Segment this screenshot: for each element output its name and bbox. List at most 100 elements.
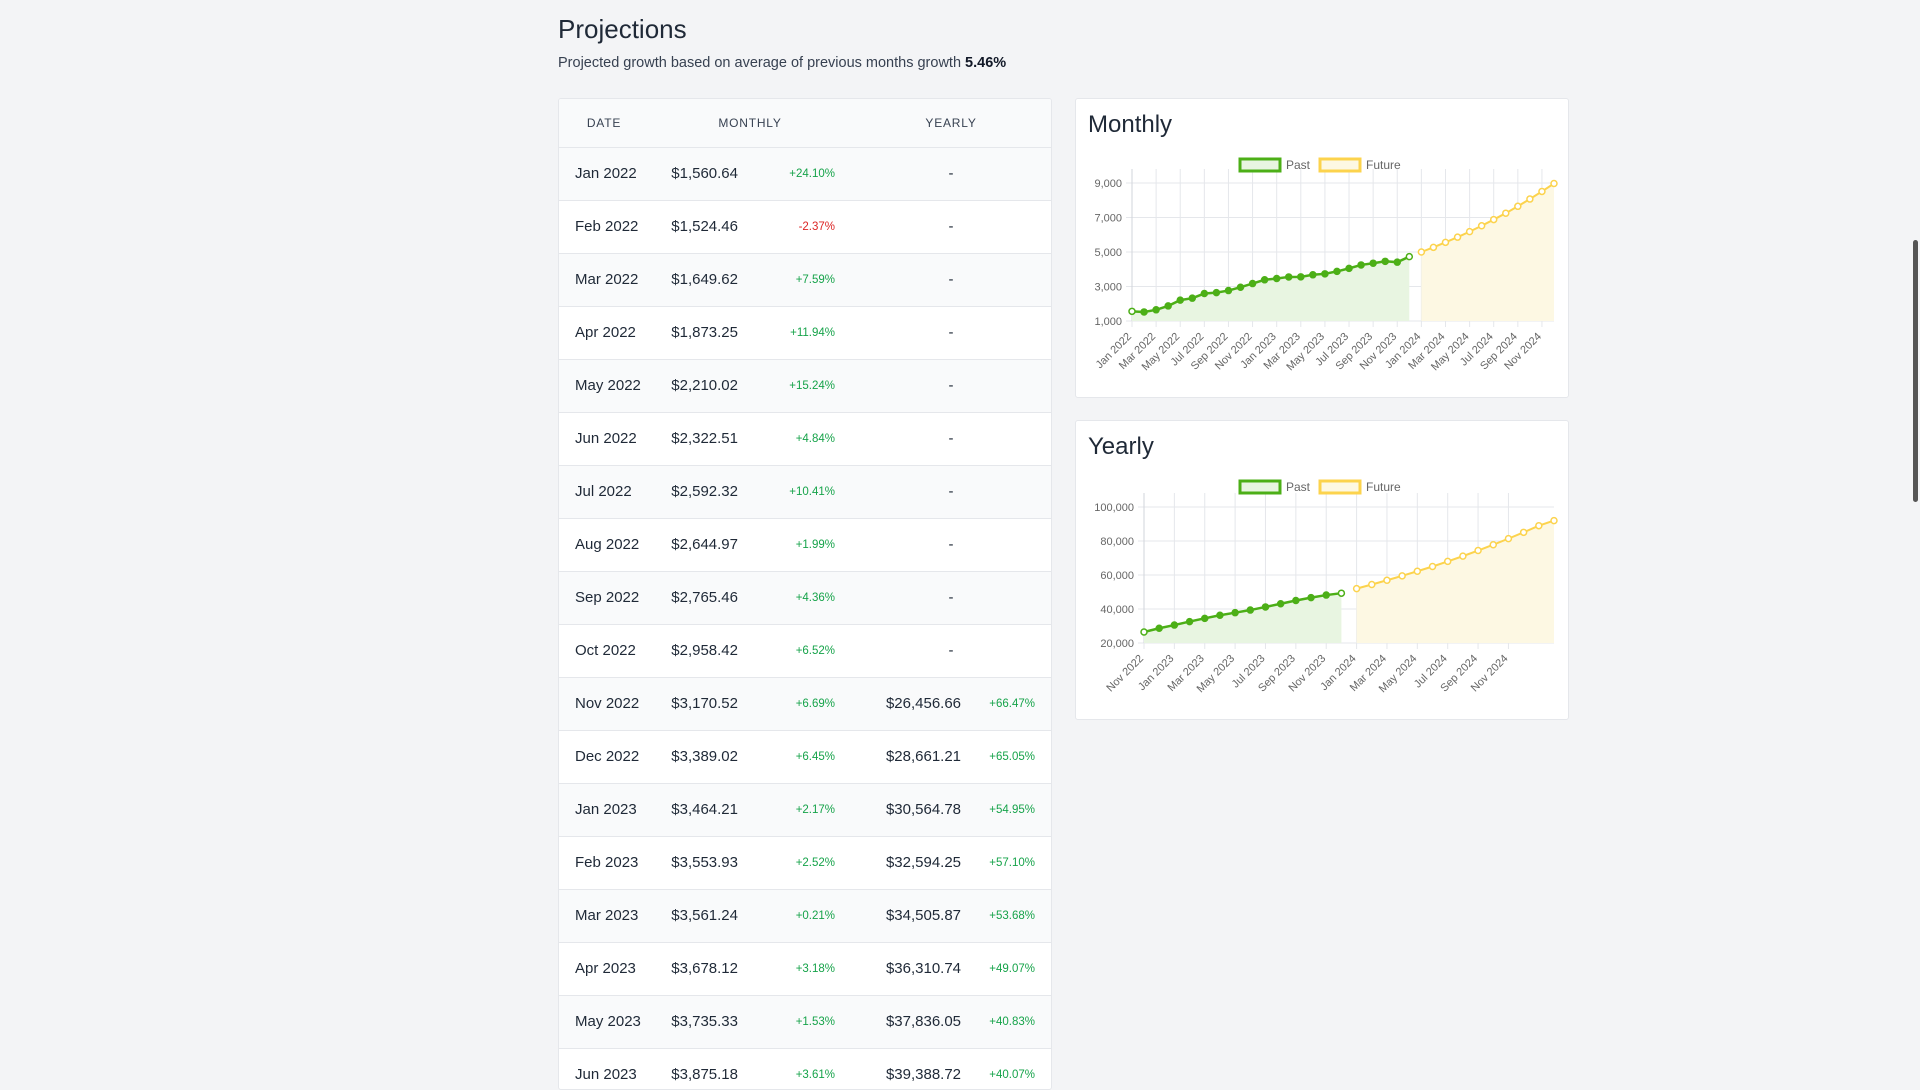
page-subtitle: Projected growth based on average of pre… [558, 55, 1006, 71]
row-yearly-amount: - [948, 642, 954, 659]
table-row: Jun 2022 $2,322.51 +4.84% - [559, 412, 1051, 465]
row-yearly-amount: - [948, 377, 954, 394]
y-tick-label: 3,000 [1094, 282, 1122, 294]
data-point [1272, 274, 1281, 283]
data-point [1309, 271, 1317, 279]
row-monthly-amount: $3,561.24 [671, 907, 738, 924]
data-point [1260, 276, 1269, 284]
series-area-future [1421, 183, 1554, 321]
row-monthly-amount: $2,322.51 [671, 430, 738, 447]
row-date: Sep 2022 [575, 589, 640, 606]
row-monthly-amount: $2,644.97 [671, 536, 738, 553]
data-point [1441, 238, 1450, 247]
legend-label: Past [1286, 158, 1311, 172]
data-point [1526, 195, 1534, 203]
data-point [1333, 267, 1341, 276]
row-monthly-change: +3.61% [795, 1068, 836, 1081]
legend-swatch-past [1238, 479, 1282, 495]
row-yearly-change: +54.95% [989, 803, 1036, 816]
page-scrollbar[interactable] [1908, 0, 1920, 1077]
data-point [1443, 557, 1452, 566]
row-yearly-change: +40.83% [989, 1015, 1036, 1028]
row-date: Nov 2022 [575, 695, 640, 712]
row-monthly-amount: $2,210.02 [671, 377, 738, 394]
legend-label: Future [1366, 158, 1401, 172]
row-yearly-change: +65.05% [989, 750, 1036, 763]
row-monthly-amount: $3,875.18 [671, 1066, 738, 1084]
legend-swatch-past [1238, 157, 1282, 173]
data-point [1212, 288, 1221, 297]
row-yearly-amount: - [948, 483, 954, 500]
row-monthly-amount: $3,170.52 [671, 695, 738, 712]
row-yearly-change: +49.07% [989, 962, 1036, 975]
table-row: Jun 2023 $3,875.18 +3.61% $39,388.72 +40.07% [559, 1048, 1051, 1089]
row-date: May 2022 [575, 377, 641, 394]
data-point [1417, 248, 1426, 256]
row-yearly-amount: $32,594.25 [885, 854, 962, 871]
row-date: Feb 2022 [575, 218, 639, 235]
data-point [1345, 264, 1353, 273]
yearly-chart-card: Yearly Nov 2022 Jan 2023 Mar 2023 May 2023 J… [1075, 420, 1569, 720]
row-monthly-amount: $3,735.33 [671, 1013, 738, 1030]
data-point [1428, 562, 1437, 571]
row-monthly-change: +10.41% [789, 485, 836, 498]
data-point [1176, 296, 1184, 304]
data-point [1248, 279, 1257, 288]
row-yearly-amount: $39,388.72 [885, 1066, 962, 1084]
row-monthly-amount: $2,592.32 [671, 483, 738, 500]
data-point [1246, 606, 1255, 614]
header-yearly: YEARLY [925, 115, 977, 130]
row-yearly-amount: - [948, 165, 954, 182]
growth-rate: 5.46% [965, 55, 1007, 71]
row-monthly-amount: $2,958.42 [671, 642, 738, 659]
data-point [1459, 552, 1467, 560]
scrollbar-thumb[interactable] [1913, 240, 1918, 502]
data-point [1216, 611, 1224, 620]
monthly-chart-title: Monthly [1088, 111, 1173, 138]
row-monthly-change: +15.24% [789, 379, 836, 392]
row-date: Aug 2022 [575, 536, 640, 553]
row-monthly-amount: $1,560.64 [671, 165, 738, 182]
row-date: Jan 2023 [575, 801, 637, 818]
data-point [1413, 567, 1422, 576]
row-yearly-amount: - [948, 218, 954, 235]
subtitle-text: Projected growth based on average of pre… [558, 55, 962, 71]
data-point [1398, 572, 1406, 580]
data-point [1297, 273, 1305, 281]
y-tick-label: 9,000 [1094, 178, 1122, 190]
table-row: Dec 2022 $3,389.02 +6.45% $28,661.21 +65.05% [559, 730, 1051, 783]
data-point [1164, 302, 1172, 310]
data-point [1383, 576, 1391, 585]
row-monthly-change: +6.69% [795, 697, 836, 710]
row-monthly-change: +4.36% [795, 591, 836, 604]
table-row: Jan 2023 $3,464.21 +2.17% $30,564.78 +54.95% [559, 783, 1051, 836]
data-point [1307, 593, 1315, 602]
data-point [1236, 283, 1245, 291]
row-monthly-amount: $3,553.93 [671, 854, 738, 871]
data-point [1465, 227, 1474, 236]
data-point [1292, 596, 1300, 605]
yearly-chart-title: Yearly [1088, 433, 1154, 460]
data-point [1357, 261, 1365, 269]
y-tick-label: 40,000 [1100, 604, 1134, 616]
row-yearly-amount: - [948, 536, 954, 553]
row-date: Oct 2022 [575, 642, 636, 659]
data-point [1152, 306, 1160, 314]
row-monthly-amount: $1,649.62 [671, 271, 738, 288]
series-area-past [1144, 593, 1342, 643]
data-point [1381, 257, 1389, 266]
y-tick-label: 7,000 [1094, 213, 1122, 225]
row-monthly-amount: $1,524.46 [671, 218, 738, 235]
data-point [1140, 628, 1148, 636]
table-row: Apr 2022 $1,873.25 +11.94% - [559, 306, 1051, 359]
data-point [1538, 187, 1546, 196]
table-header-row: DATE MONTHLY YEARLY [559, 99, 1051, 147]
data-point [1128, 307, 1136, 316]
row-monthly-amount: $3,464.21 [671, 801, 738, 818]
data-point [1352, 584, 1361, 593]
row-date: Jul 2022 [575, 483, 632, 500]
series-area-past [1132, 256, 1410, 321]
data-point [1474, 546, 1482, 555]
